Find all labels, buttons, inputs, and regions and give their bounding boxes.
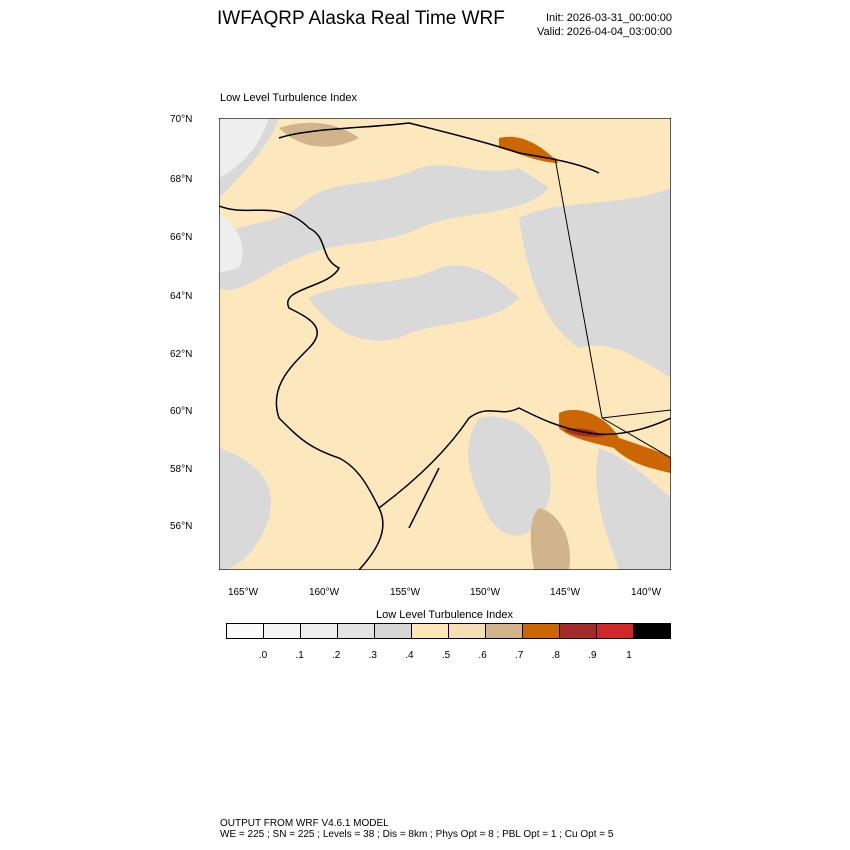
lat-label: 62°N <box>170 349 193 360</box>
lon-label: 150°W <box>469 587 501 598</box>
init-time: Init: 2026-03-31_00:00:00 <box>546 12 672 24</box>
colorbar-label: .2 <box>332 650 341 661</box>
lon-label: 155°W <box>389 587 421 598</box>
lat-label: 56°N <box>170 521 193 532</box>
colorbar-title: Low Level Turbulence Index <box>376 609 513 621</box>
colorbar-box <box>449 624 486 638</box>
colorbar-label: .0 <box>258 650 268 661</box>
colorbar-box <box>523 624 560 638</box>
colorbar-label: .5 <box>441 650 451 661</box>
colorbar-box <box>301 624 338 638</box>
colorbar-box <box>412 624 449 638</box>
lat-label: 68°N <box>170 174 193 185</box>
colorbar-box <box>227 624 264 638</box>
colorbar-label: .3 <box>368 650 377 661</box>
lat-label: 70°N <box>170 114 193 125</box>
plot-title: IWFAQRP Alaska Real Time WRF <box>217 8 505 29</box>
coastline <box>219 122 671 570</box>
footer-model: OUTPUT FROM WRF V4.6.1 MODEL <box>220 818 389 829</box>
colorbar-box <box>338 624 375 638</box>
gray-regions <box>219 118 671 570</box>
colorbar-label: .6 <box>478 650 487 661</box>
colorbar-label: .1 <box>295 650 304 661</box>
colorbar-label: .7 <box>515 650 524 661</box>
colorbar-box <box>264 624 301 638</box>
footer-options: WE = 225 ; SN = 225 ; Levels = 38 ; Dis … <box>220 829 614 840</box>
lon-label: 165°W <box>227 587 259 598</box>
borders <box>554 157 671 459</box>
light-gray-regions <box>219 118 269 273</box>
colorbar-box <box>375 624 412 638</box>
colorbar-label: 1 <box>626 650 632 661</box>
lon-label: 140°W <box>630 587 662 598</box>
colorbar-box <box>597 624 634 638</box>
colorbar-box <box>486 624 523 638</box>
map-subtitle: Low Level Turbulence Index <box>220 92 357 104</box>
lat-label: 60°N <box>170 406 193 417</box>
lon-label: 160°W <box>308 587 340 598</box>
colorbar-box <box>560 624 597 638</box>
lat-label: 58°N <box>170 464 193 475</box>
orange-regions <box>499 136 671 473</box>
lat-label: 64°N <box>170 291 193 302</box>
valid-time: Valid: 2026-04-04_03:00:00 <box>537 26 672 38</box>
colorbar-label: .4 <box>405 650 414 661</box>
lat-label: 66°N <box>170 232 193 243</box>
colorbar <box>226 623 671 639</box>
colorbar-box <box>634 624 670 638</box>
colorbar-label: .8 <box>551 650 560 661</box>
turbulence-map <box>219 118 671 570</box>
colorbar-label: .9 <box>588 650 597 661</box>
lon-label: 145°W <box>549 587 581 598</box>
